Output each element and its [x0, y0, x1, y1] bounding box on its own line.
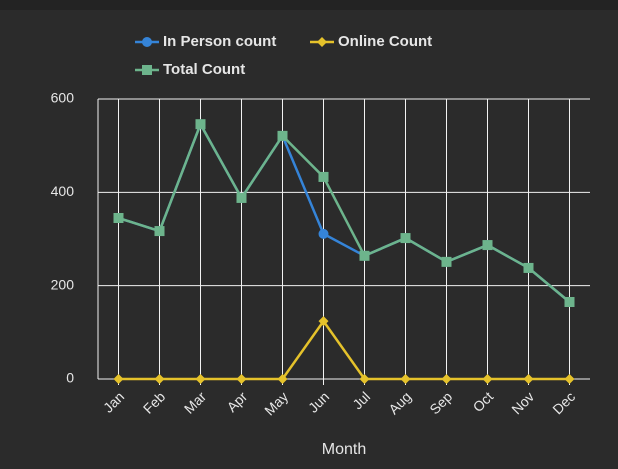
point [142, 65, 152, 75]
point [154, 374, 165, 384]
point [400, 233, 411, 244]
series-line [118, 318, 570, 381]
point [564, 297, 575, 307]
point [113, 374, 124, 384]
point [317, 37, 327, 47]
y-tick-label: 0 [66, 370, 74, 386]
point [400, 374, 411, 384]
point [277, 130, 288, 141]
y-tick-label: 600 [51, 90, 75, 106]
legend-label: In Person count [163, 33, 276, 50]
point [564, 374, 575, 384]
legend-label: Online Count [338, 33, 432, 50]
point [359, 250, 370, 261]
point [359, 374, 370, 384]
point [482, 240, 493, 251]
point [195, 374, 206, 384]
series-line [118, 121, 571, 303]
point [318, 171, 329, 182]
point [441, 374, 452, 384]
point [154, 226, 165, 237]
point [277, 374, 288, 384]
x-axis-label: Month [322, 441, 366, 458]
point [318, 228, 329, 239]
top-strip [0, 0, 618, 10]
y-tick-label: 400 [51, 183, 75, 199]
legend-label: Total Count [163, 61, 245, 78]
point [236, 374, 247, 384]
point [195, 119, 206, 130]
point [482, 374, 493, 384]
y-tick-label: 200 [51, 276, 75, 292]
point [523, 374, 534, 384]
point [113, 213, 124, 223]
point [318, 316, 329, 327]
point [523, 262, 534, 273]
point [236, 192, 247, 203]
point [142, 37, 152, 47]
point [441, 256, 452, 267]
